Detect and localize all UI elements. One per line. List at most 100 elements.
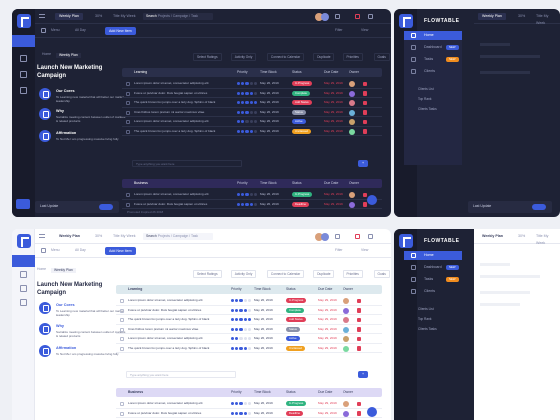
task-name[interactable]: Lorem ipsum dolor sit amet, consectetur … [128,298,203,302]
flag-icon[interactable] [363,202,367,207]
share-icon[interactable] [335,14,340,19]
flag-icon[interactable] [363,91,367,96]
sidebar-item-dashboard[interactable]: Dashboard NEW [404,43,462,52]
task-name[interactable]: Lorem ipsum dolor sit amet, consectetur … [128,401,203,405]
due-date[interactable]: May 29, 2019 [324,90,343,95]
priority-dots[interactable] [231,337,252,347]
status-badge[interactable]: In Progress [286,298,307,304]
document-icon[interactable] [20,87,27,94]
filter-label[interactable]: Filter [335,28,343,32]
task-name[interactable]: Fusce ut pulvinar dolor. Duis feugiat sa… [134,90,208,95]
flag-icon[interactable] [363,81,367,86]
task-name[interactable]: Lorem ipsum dolor sit amet, consectetur … [134,192,209,196]
task-name[interactable]: The quick brown fox jumps over a lazy do… [134,100,216,104]
collapse-button[interactable] [16,199,30,209]
time-block[interactable]: May 26, 2019 [254,410,273,415]
filter-chip[interactable]: Select Ratings [193,270,222,278]
filter-chip[interactable]: Priorities [342,53,363,61]
avatar[interactable] [343,410,349,417]
flag-icon[interactable] [363,100,367,105]
time-block[interactable]: May 26, 2019 [260,90,279,95]
priority-dots[interactable] [237,202,258,213]
avatar[interactable] [349,128,355,135]
avatar[interactable] [315,233,323,241]
all-day-label[interactable]: All Day [75,28,86,32]
add-new-item-button[interactable]: Add New Item [105,247,136,255]
mail-icon[interactable] [355,234,360,239]
due-date[interactable]: May 29, 2019 [318,326,337,331]
app-logo-icon[interactable] [17,14,31,28]
priority-dots[interactable] [237,91,258,102]
app-logo-icon[interactable] [399,234,413,248]
avatar[interactable] [343,336,349,342]
time-block[interactable]: May 26, 2019 [254,307,273,312]
due-date[interactable]: May 29, 2019 [324,81,343,85]
status-badge[interactable]: Complete [292,90,310,96]
status-badge[interactable]: Unclassed [292,128,312,134]
due-date[interactable]: May 29, 2019 [318,307,337,312]
view-label[interactable]: View [361,248,369,252]
status-badge[interactable]: Add Status [292,100,312,106]
status-badge[interactable]: In Progress [286,401,307,407]
due-date[interactable]: May 29, 2019 [318,410,337,415]
task-name[interactable]: The quick brown fox jumps over a lazy do… [128,345,210,350]
breadcrumb-home[interactable]: Home [37,267,47,271]
filter-chip[interactable]: Select Ratings [193,53,222,61]
col-due-date[interactable]: Due Date [324,70,339,74]
share-icon[interactable] [335,234,340,239]
time-block[interactable]: May 26, 2019 [254,401,273,405]
col-status[interactable]: Status [286,390,296,394]
status-badge[interactable]: Status [286,326,300,332]
filter-chip[interactable]: Goals [373,53,390,61]
table-row[interactable]: The quick brown fox jumps over a lazy do… [122,127,382,136]
col-business[interactable]: Business [128,390,144,394]
time-block[interactable]: May 26, 2019 [254,326,273,331]
row-checkbox[interactable] [126,202,130,207]
all-day-label[interactable]: All Day [75,248,86,252]
due-date[interactable]: May 29, 2019 [318,336,337,340]
tab-percent[interactable]: 30% [518,14,526,18]
row-checkbox[interactable] [126,91,130,96]
filter-chip[interactable]: Goals [373,270,390,278]
tab-percent[interactable]: 30% [518,234,526,238]
task-name[interactable]: Cras finibus lorem pretium mi auctor max… [134,109,205,114]
tab-weekly-plan[interactable]: Weekly Plan [55,13,83,20]
task-name[interactable]: Cras finibus lorem pretium mi auctor max… [128,326,199,331]
due-date[interactable]: May 29, 2019 [318,401,337,405]
view-label[interactable]: View [361,28,369,32]
sidebar-item-clients[interactable]: Clients [404,67,462,76]
col-learning[interactable]: Learning [128,287,143,291]
priority-dots[interactable] [237,82,258,92]
priority-dots[interactable] [237,193,258,203]
flag-icon[interactable] [357,327,361,332]
status-badge[interactable]: In Progress [292,192,313,198]
add-new-item-button[interactable]: Add New Item [105,27,136,35]
col-status[interactable]: Status [286,287,296,291]
col-due-date[interactable]: Due Date [318,390,333,394]
time-block[interactable]: May 26, 2019 [254,298,273,302]
hamburger-icon[interactable] [39,14,45,18]
flag-icon[interactable] [363,110,367,115]
priority-dots[interactable] [231,327,252,338]
sidebar-item-top-rank[interactable]: Top Rank [404,315,462,324]
table-row[interactable]: Fusce ut pulvinar dolor. Duis feugiat sa… [116,306,382,315]
col-status[interactable]: Status [292,70,302,74]
sidebar-item-tasks[interactable]: Tasks NEW [404,55,462,64]
col-time-block[interactable]: Time Block [254,287,271,291]
task-name[interactable]: Fusce ut pulvinar dolor. Duis feugiat sa… [128,307,202,312]
filter-chip[interactable]: Priorities [342,270,363,278]
time-block[interactable]: May 26, 2019 [260,128,279,133]
grid-icon[interactable] [20,271,27,278]
avatar[interactable] [321,13,329,21]
flag-icon[interactable] [357,411,361,416]
search-input[interactable]: Search Projects / Campaign / Task [143,233,213,240]
grid-icon[interactable] [20,55,27,62]
due-date[interactable]: May 29, 2019 [318,317,337,321]
row-checkbox[interactable] [120,308,124,313]
flag-icon[interactable] [363,119,367,124]
mail-icon[interactable] [355,14,360,19]
tab-title-my-week[interactable]: Title My Week [536,234,549,245]
col-status[interactable]: Status [292,181,302,185]
search-input[interactable]: Search Projects / Campaign / Task [143,13,213,20]
row-checkbox[interactable] [120,411,124,416]
